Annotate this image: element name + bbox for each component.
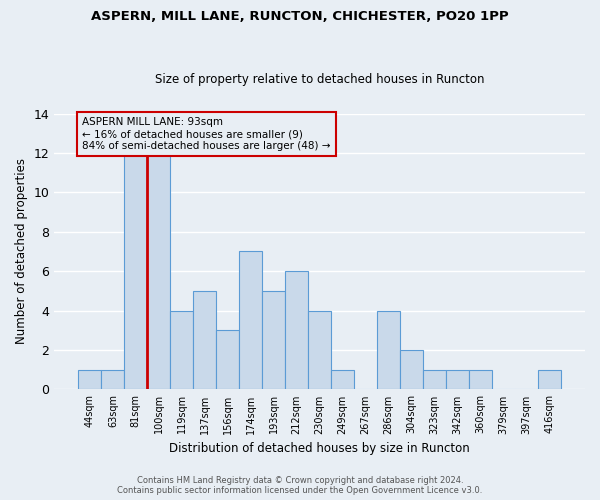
Bar — [262, 291, 285, 390]
Bar — [331, 370, 354, 390]
Text: ASPERN MILL LANE: 93sqm
← 16% of detached houses are smaller (9)
84% of semi-det: ASPERN MILL LANE: 93sqm ← 16% of detache… — [82, 118, 331, 150]
Bar — [124, 153, 148, 390]
Bar — [216, 330, 239, 390]
Y-axis label: Number of detached properties: Number of detached properties — [15, 158, 28, 344]
Text: ASPERN, MILL LANE, RUNCTON, CHICHESTER, PO20 1PP: ASPERN, MILL LANE, RUNCTON, CHICHESTER, … — [91, 10, 509, 23]
Bar — [170, 310, 193, 390]
Bar — [308, 310, 331, 390]
Bar — [148, 153, 170, 390]
Title: Size of property relative to detached houses in Runcton: Size of property relative to detached ho… — [155, 73, 484, 86]
Bar — [79, 370, 101, 390]
Bar — [400, 350, 423, 390]
Text: Contains HM Land Registry data © Crown copyright and database right 2024.
Contai: Contains HM Land Registry data © Crown c… — [118, 476, 482, 495]
X-axis label: Distribution of detached houses by size in Runcton: Distribution of detached houses by size … — [169, 442, 470, 455]
Bar — [538, 370, 561, 390]
Bar — [377, 310, 400, 390]
Bar — [101, 370, 124, 390]
Bar — [446, 370, 469, 390]
Bar — [239, 252, 262, 390]
Bar — [469, 370, 492, 390]
Bar — [193, 291, 216, 390]
Bar — [285, 271, 308, 390]
Bar — [423, 370, 446, 390]
